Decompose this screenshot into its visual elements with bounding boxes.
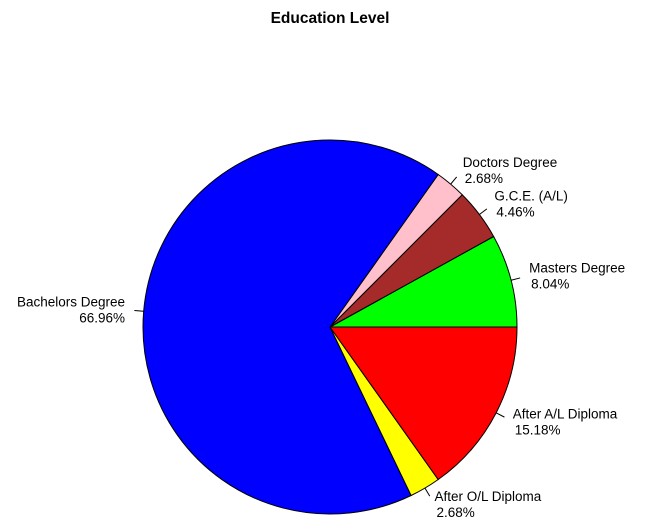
- slice-percent-label: 2.68%: [465, 171, 503, 186]
- leader-line-g-c-e-a-l: [479, 208, 488, 215]
- slice-label-doctors-degree: Doctors Degree 2.68%: [463, 155, 558, 186]
- slice-category-label: Bachelors Degree: [17, 295, 125, 310]
- slice-label-after-a-l-diploma: After A/L Diploma 15.18%: [513, 406, 618, 437]
- slice-percent-label: 4.46%: [496, 204, 534, 219]
- slice-label-masters-degree: Masters Degree 8.04%: [529, 261, 625, 292]
- pie-slice-bachelors-degree: [142, 139, 439, 515]
- pie-slice-after-a-l-diploma: [329, 326, 518, 481]
- pie-slice-masters-degree: [329, 235, 518, 328]
- slice-percent-label: 66.96%: [79, 311, 125, 326]
- slice-category-label: G.C.E. (A/L): [494, 188, 568, 203]
- slice-category-label: Masters Degree: [529, 261, 625, 276]
- slice-label-bachelors-degree: Bachelors Degree 66.96%: [17, 295, 125, 326]
- label-leader-lines: [134, 176, 521, 497]
- slice-category-label: After O/L Diploma: [434, 489, 541, 504]
- leader-line-after-o-l-diploma: [424, 487, 431, 497]
- slice-percent-label: 15.18%: [515, 422, 561, 437]
- slice-category-label: After A/L Diploma: [513, 406, 618, 421]
- chart-title: Education Level: [271, 10, 390, 27]
- pie-slices: [142, 139, 518, 515]
- slice-labels: Masters Degree 8.04%G.C.E. (A/L) 4.46%Doct…: [17, 155, 625, 520]
- leader-line-doctors-degree: [450, 176, 458, 185]
- leader-line-after-a-l-diploma: [495, 412, 505, 418]
- slice-label-g-c-e-a-l: G.C.E. (A/L) 4.46%: [494, 188, 568, 219]
- leader-line-bachelors-degree: [134, 309, 144, 312]
- slice-percent-label: 2.68%: [436, 505, 474, 520]
- slice-percent-label: 8.04%: [531, 277, 569, 292]
- leader-line-masters-degree: [510, 277, 521, 281]
- slice-label-after-o-l-diploma: After O/L Diploma 2.68%: [434, 489, 541, 520]
- slice-category-label: Doctors Degree: [463, 155, 558, 170]
